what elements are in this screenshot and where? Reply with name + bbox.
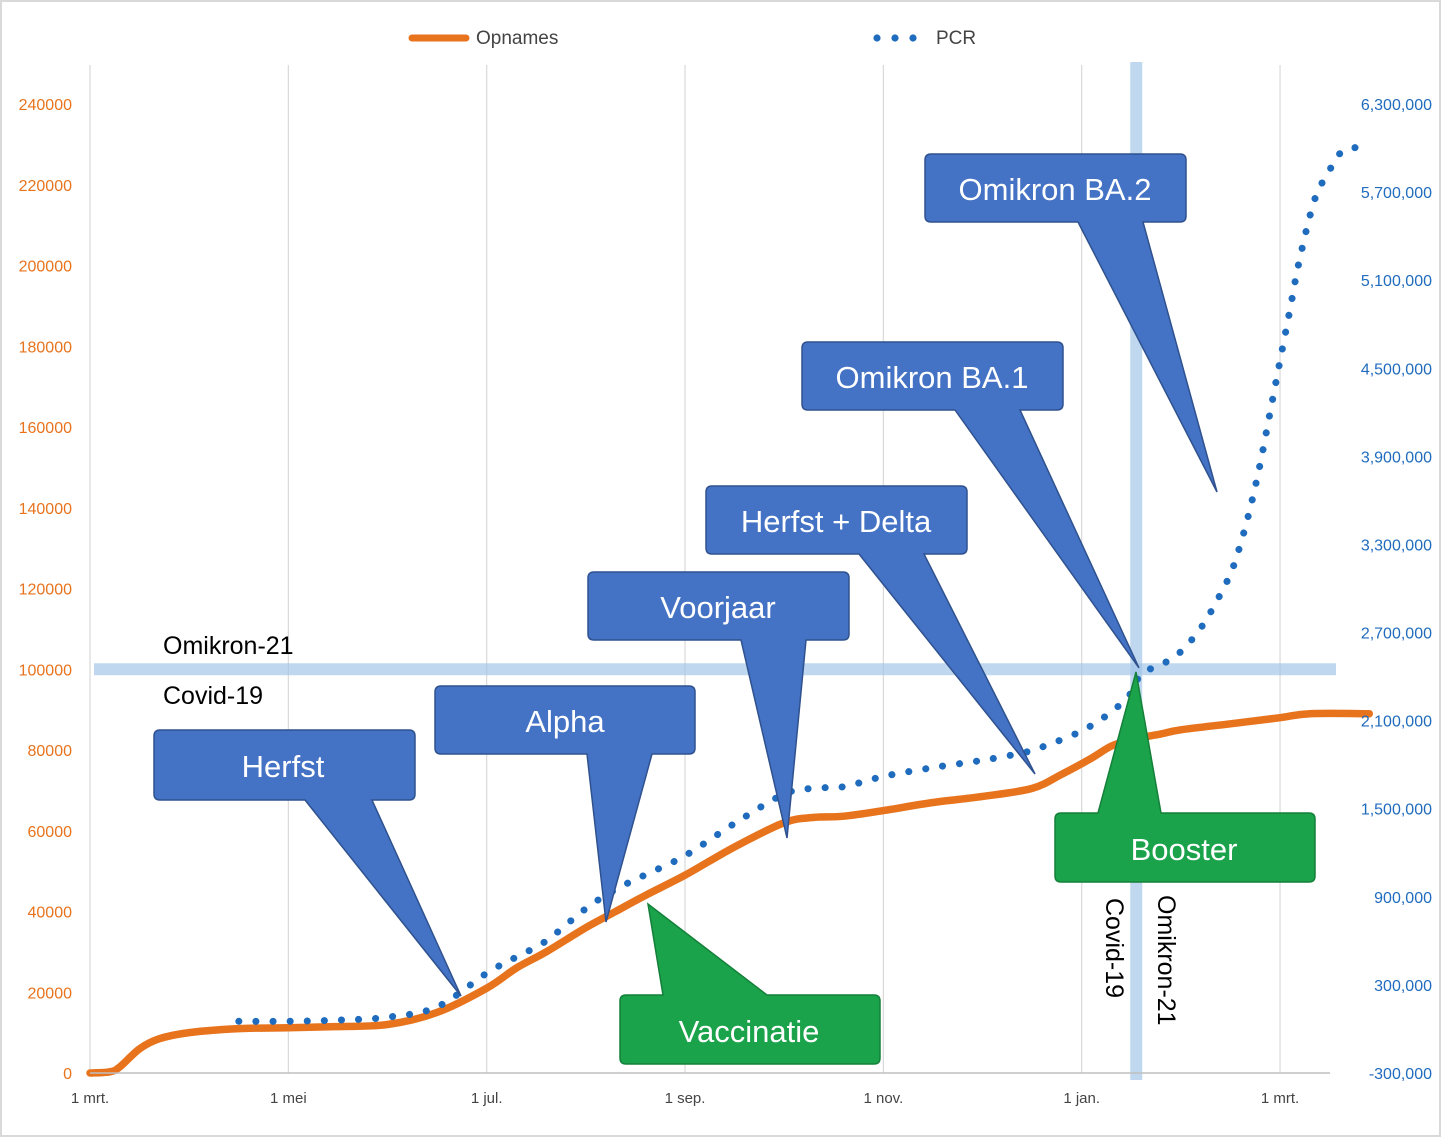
y-right-tick-label-4: 2,100,000	[1361, 714, 1432, 731]
callout-herfst: Herfst	[153, 729, 462, 997]
y-left-tick-label-10: 200000	[19, 259, 72, 276]
y-right-tick-label-3: 1,500,000	[1361, 802, 1432, 819]
y-left-tick-label-0: 0	[63, 1066, 72, 1083]
y-right-tick-label-5: 2,700,000	[1361, 626, 1432, 643]
y-right-tick-label-9: 5,100,000	[1361, 273, 1432, 290]
plot-area	[86, 62, 1374, 1080]
legend-label-opnames: Opnames	[476, 28, 558, 49]
y-left-tick-label-4: 80000	[28, 743, 73, 760]
y-left-tick-label-9: 180000	[19, 339, 72, 356]
y-axis-right: -300,000 300,000 900,000 1,500,000 2,100,000…	[1361, 97, 1432, 1083]
y-right-tick-label-2: 900,000	[1374, 890, 1432, 907]
legend-label-pcr: PCR	[936, 28, 976, 49]
y-right-tick-label-6: 3,300,000	[1361, 537, 1432, 554]
x-tick-label-1: 1 mei	[270, 1090, 307, 1107]
callout-voorjaar-shape	[587, 571, 850, 839]
callouts: Herfst Alpha Voorjaar Herfst + Delta Omi…	[153, 153, 1316, 1065]
x-axis: 1 mrt. 1 mei 1 jul. 1 sep. 1 nov. 1 jan. 1 mrt…	[71, 1072, 1330, 1107]
y-left-tick-label-1: 20000	[28, 985, 73, 1002]
ref-label-omikron-vertical: Omikron-21	[1152, 895, 1180, 1026]
reference-labels: Omikron-21 Covid-19 Covid-19 Omikron-21	[163, 632, 1180, 1026]
y-left-tick-label-11: 220000	[19, 178, 72, 195]
callout-alpha-text: Alpha	[525, 704, 605, 739]
callout-omikron-ba2-shape	[924, 153, 1218, 493]
x-tick-label-2: 1 jul.	[471, 1090, 503, 1107]
callout-booster: Booster	[1054, 671, 1316, 883]
x-tick-label-3: 1 sep.	[665, 1090, 706, 1107]
callout-voorjaar: Voorjaar	[587, 571, 850, 839]
callout-herfst-delta: Herfst + Delta	[705, 485, 1036, 775]
y-left-tick-label-7: 140000	[19, 501, 72, 518]
legend-swatch-pcr	[873, 34, 917, 42]
callout-booster-shape	[1054, 671, 1316, 883]
y-left-tick-label-5: 100000	[19, 662, 72, 679]
y-right-tick-label-1: 300,000	[1374, 978, 1432, 995]
y-left-tick-label-6: 120000	[19, 582, 72, 599]
y-axis-left: 0 20000 40000 60000 80000 100000 120000 140000 1…	[19, 97, 72, 1083]
series-line-pcr	[235, 144, 1363, 1025]
y-left-tick-label-8: 160000	[19, 420, 72, 437]
callout-vaccinatie: Vaccinatie	[619, 902, 881, 1065]
callout-omikron-ba1: Omikron BA.1	[801, 341, 1140, 669]
ref-label-omikron-horizontal: Omikron-21	[163, 632, 294, 660]
y-right-tick-label-8: 4,500,000	[1361, 361, 1432, 378]
y-right-tick-label-0: -300,000	[1369, 1066, 1432, 1083]
callout-herfst-text: Herfst	[242, 749, 325, 784]
callout-booster-text: Booster	[1131, 832, 1238, 867]
y-right-tick-label-11: 6,300,000	[1361, 97, 1432, 114]
callout-alpha: Alpha	[434, 685, 696, 923]
y-left-tick-label-12: 240000	[19, 97, 72, 114]
callout-voorjaar-text: Voorjaar	[660, 590, 775, 625]
callout-vaccinatie-shape	[619, 902, 881, 1065]
callout-herfst-delta-text: Herfst + Delta	[741, 504, 932, 539]
callout-omikron-ba2-text: Omikron BA.2	[959, 172, 1152, 207]
callout-omikron-ba1-shape	[801, 341, 1140, 669]
callout-alpha-shape	[434, 685, 696, 923]
callout-omikron-ba2: Omikron BA.2	[924, 153, 1218, 493]
x-tick-label-5: 1 jan.	[1063, 1090, 1100, 1107]
x-tick-label-4: 1 nov.	[863, 1090, 903, 1107]
x-tick-label-0: 1 mrt.	[71, 1090, 109, 1107]
callout-herfst-delta-shape	[705, 485, 1036, 775]
callout-omikron-ba1-text: Omikron BA.1	[836, 360, 1029, 395]
y-right-tick-label-7: 3,900,000	[1361, 449, 1432, 466]
ref-label-covid-vertical: Covid-19	[1100, 898, 1128, 998]
ref-label-covid-horizontal: Covid-19	[163, 682, 263, 710]
x-tick-label-6: 1 mrt.	[1261, 1090, 1299, 1107]
y-right-tick-label-10: 5,700,000	[1361, 185, 1432, 202]
y-left-tick-label-2: 40000	[28, 905, 73, 922]
callout-herfst-shape	[153, 729, 462, 997]
legend: Opnames PCR	[408, 28, 976, 49]
callout-vaccinatie-text: Vaccinatie	[679, 1014, 820, 1049]
y-left-tick-label-3: 60000	[28, 824, 73, 841]
